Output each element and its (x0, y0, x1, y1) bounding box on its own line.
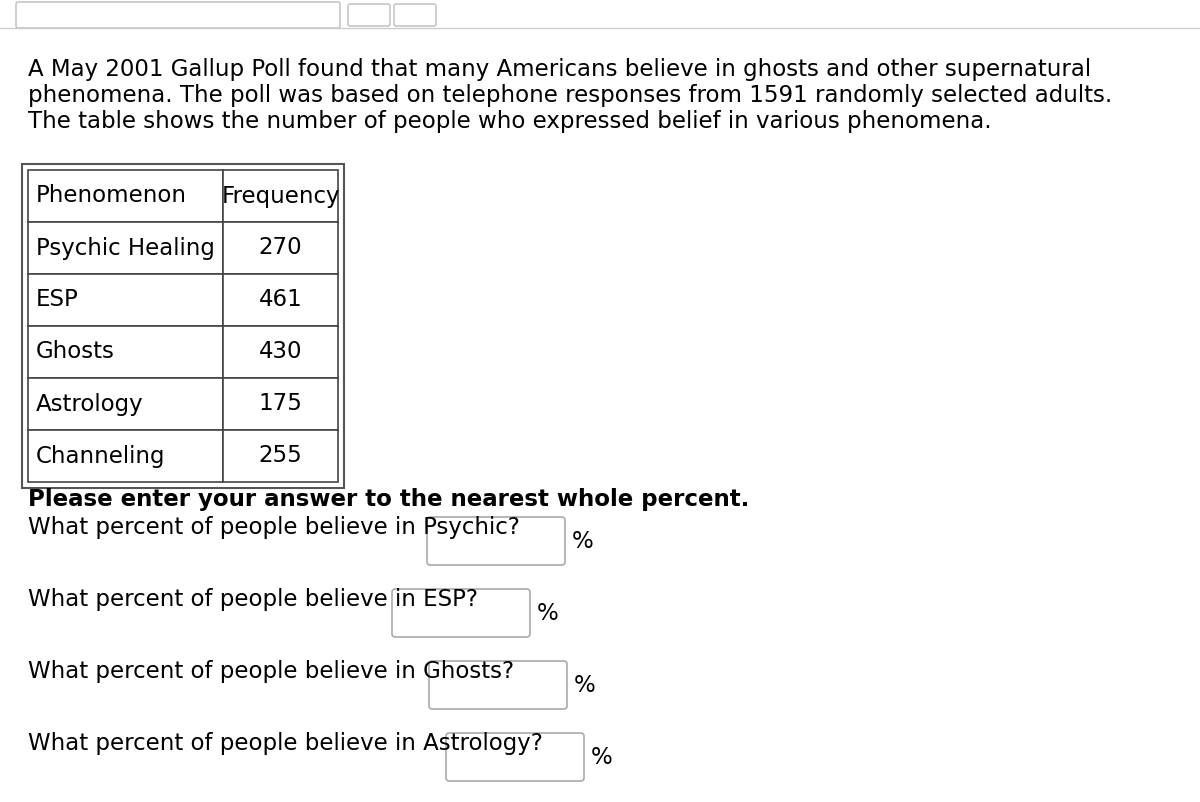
Bar (223, 430, 338, 482)
Bar (223, 378, 338, 430)
Text: 270: 270 (259, 237, 302, 260)
Text: 255: 255 (259, 444, 302, 468)
Text: Please enter your answer to the nearest whole percent.: Please enter your answer to the nearest … (28, 488, 749, 511)
Text: What percent of people believe in Astrology?: What percent of people believe in Astrol… (28, 732, 542, 755)
Bar (22, 164, 344, 488)
Text: Frequency: Frequency (221, 184, 340, 208)
Bar (223, 170, 338, 222)
Text: ESP: ESP (36, 289, 79, 311)
FancyBboxPatch shape (427, 517, 565, 565)
Bar (223, 222, 338, 274)
Text: A May 2001 Gallup Poll found that many Americans believe in ghosts and other sup: A May 2001 Gallup Poll found that many A… (28, 58, 1091, 81)
Text: 430: 430 (259, 341, 302, 363)
Text: %: % (574, 674, 595, 696)
Text: Psychic Healing: Psychic Healing (36, 237, 215, 260)
Text: %: % (592, 746, 613, 768)
FancyBboxPatch shape (348, 4, 390, 26)
Text: Astrology: Astrology (36, 392, 144, 415)
Text: 175: 175 (258, 392, 302, 415)
Text: %: % (538, 602, 559, 625)
Text: What percent of people believe in ESP?: What percent of people believe in ESP? (28, 588, 478, 611)
FancyBboxPatch shape (16, 2, 340, 28)
Bar (223, 274, 338, 326)
Bar (28, 222, 223, 274)
Text: Ghosts: Ghosts (36, 341, 115, 363)
FancyBboxPatch shape (392, 589, 530, 637)
FancyBboxPatch shape (430, 661, 568, 709)
Text: What percent of people believe in Ghosts?: What percent of people believe in Ghosts… (28, 660, 514, 683)
Bar (28, 170, 223, 222)
Bar (28, 378, 223, 430)
Text: 461: 461 (259, 289, 302, 311)
Text: Channeling: Channeling (36, 444, 166, 468)
FancyBboxPatch shape (446, 733, 584, 781)
FancyBboxPatch shape (394, 4, 436, 26)
Bar (28, 274, 223, 326)
Bar (28, 430, 223, 482)
Bar (223, 326, 338, 378)
Bar (28, 326, 223, 378)
Text: What percent of people believe in Psychic?: What percent of people believe in Psychi… (28, 516, 520, 539)
Text: %: % (572, 529, 594, 553)
Text: The table shows the number of people who expressed belief in various phenomena.: The table shows the number of people who… (28, 110, 991, 133)
Text: phenomena. The poll was based on telephone responses from 1591 randomly selected: phenomena. The poll was based on telepho… (28, 84, 1112, 107)
Text: Phenomenon: Phenomenon (36, 184, 187, 208)
